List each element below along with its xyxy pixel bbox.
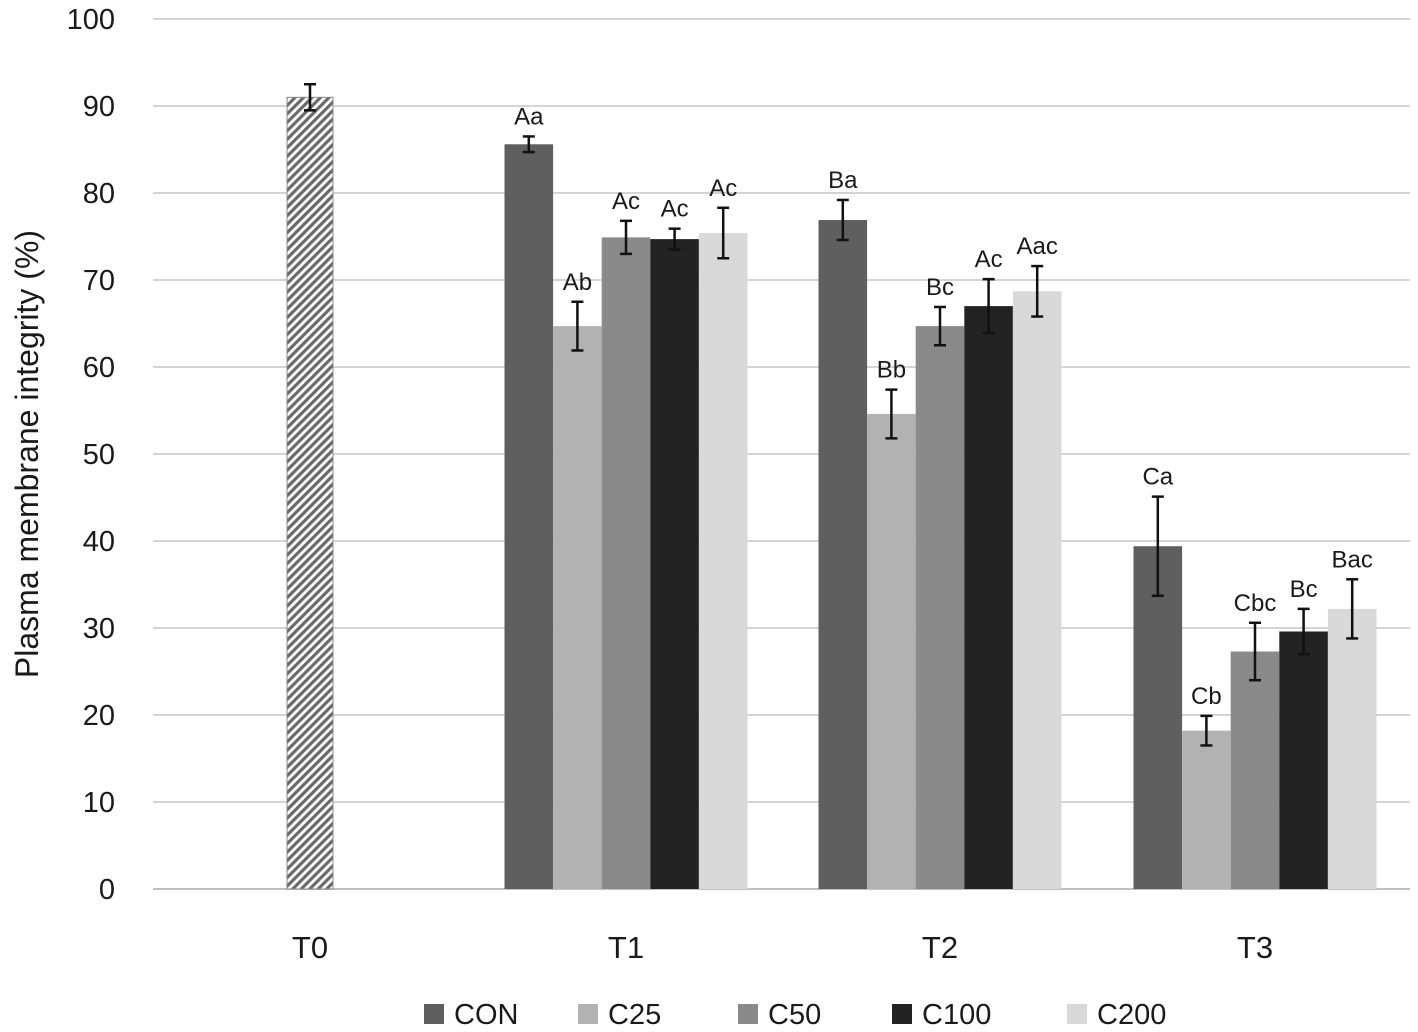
y-tick-label: 70	[83, 265, 115, 297]
legend-swatch-C200	[1067, 1004, 1087, 1024]
significance-label: Ac	[975, 246, 1003, 273]
bar-T0	[286, 96, 334, 890]
bar-C25-T3	[1182, 730, 1231, 889]
bar-CON-T1	[504, 144, 554, 889]
significance-label: Bc	[926, 274, 954, 301]
y-axis-ticks: 0 10 20 30 40 50 60 70 80 90 100	[67, 4, 115, 906]
bar-C50-T2	[915, 326, 965, 889]
legend-label-C50: C50	[768, 999, 821, 1031]
bar-C25-T2	[867, 413, 916, 889]
x-category-label: T0	[292, 930, 328, 965]
bar-C200-T1	[698, 233, 748, 889]
x-category-label: T2	[922, 930, 958, 965]
y-tick-label: 100	[67, 4, 115, 36]
bar-C100-T2	[964, 306, 1013, 890]
y-tick-label: 0	[99, 874, 115, 906]
legend-swatch-CON	[424, 1004, 444, 1024]
bar-C50-T3	[1230, 651, 1280, 889]
significance-label: Bc	[1290, 576, 1318, 603]
x-category-label: T1	[608, 930, 644, 965]
bars	[286, 96, 1377, 890]
legend-label-C100: C100	[922, 999, 991, 1031]
bar-CON-T3	[1133, 546, 1183, 889]
significance-label: Ca	[1142, 464, 1173, 491]
x-axis-categories: T0 T1 T2 T3	[292, 930, 1273, 965]
significance-label: Ba	[828, 167, 858, 194]
significance-label: Cbc	[1234, 590, 1277, 617]
significance-label: Ac	[612, 188, 640, 215]
significance-label: Bb	[877, 357, 906, 384]
bar-C100-T3	[1279, 631, 1328, 889]
significance-label: Ac	[709, 175, 737, 202]
significance-label: Aac	[1017, 233, 1058, 260]
significance-label: Ab	[563, 269, 592, 296]
y-axis-label: Plasma membrane integrity (%)	[9, 230, 45, 678]
y-tick-label: 80	[83, 178, 115, 210]
significance-label: Bac	[1332, 546, 1373, 573]
bar-C100-T1	[650, 239, 699, 890]
error-bars	[304, 83, 1359, 747]
bar-C200-T3	[1327, 608, 1377, 889]
bar-C50-T1	[601, 237, 651, 889]
legend-label-CON: CON	[454, 999, 518, 1031]
bar-CON-T2	[818, 219, 868, 890]
legend-label-C25: C25	[608, 999, 661, 1031]
legend-label-C200: C200	[1097, 999, 1166, 1031]
y-tick-label: 30	[83, 613, 115, 645]
bar-C25-T1	[553, 326, 602, 889]
bar-C200-T2	[1012, 291, 1062, 889]
legend: CON C25 C50 C100 C200	[424, 999, 1166, 1031]
significance-labels: Aa Ab Ac Ac Ac Ba Bb Bc Ac Aac Ca Cb Cbc Bc Bac	[514, 103, 1373, 709]
legend-swatch-C50	[738, 1004, 758, 1024]
significance-label: Ac	[661, 196, 689, 223]
x-category-label: T3	[1237, 930, 1273, 965]
legend-swatch-C25	[578, 1004, 598, 1024]
y-tick-label: 60	[83, 352, 115, 384]
y-tick-label: 40	[83, 526, 115, 558]
y-tick-label: 90	[83, 91, 115, 123]
y-tick-label: 50	[83, 439, 115, 471]
y-tick-label: 20	[83, 700, 115, 732]
significance-label: Aa	[514, 103, 544, 130]
legend-swatch-C100	[892, 1004, 912, 1024]
y-tick-label: 10	[83, 787, 115, 819]
gridlines	[153, 18, 1410, 890]
significance-label: Cb	[1191, 683, 1222, 710]
